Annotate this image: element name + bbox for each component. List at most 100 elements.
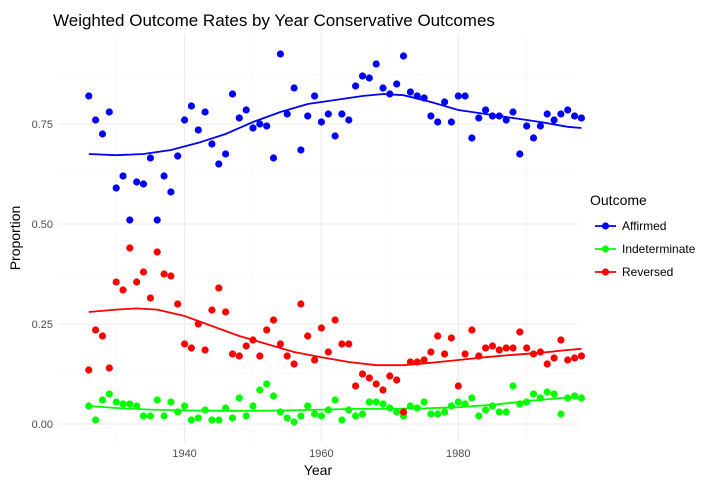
indeterminate-point — [509, 382, 517, 390]
affirmed-point — [153, 216, 161, 224]
affirmed-point — [256, 120, 264, 128]
affirmed-point — [413, 92, 421, 100]
affirmed-point — [249, 124, 257, 132]
reversed-point — [167, 272, 175, 280]
reversed-point — [468, 326, 476, 334]
affirmed-point — [304, 112, 312, 120]
legend-key-reversed-point — [601, 268, 610, 276]
indeterminate-point — [153, 396, 161, 404]
chart-title: Weighted Outcome Rates by Year Conservat… — [53, 11, 495, 30]
affirmed-point — [338, 110, 346, 118]
indeterminate-point — [482, 406, 490, 414]
affirmed-point — [222, 150, 230, 158]
affirmed-point — [345, 116, 353, 124]
affirmed-point — [536, 122, 545, 130]
legend-key-indeterminate-point — [601, 245, 610, 253]
reversed-point — [536, 348, 545, 356]
indeterminate-point — [536, 394, 545, 402]
reversed-point — [249, 336, 257, 344]
reversed-point — [290, 360, 298, 368]
indeterminate-point — [529, 390, 538, 398]
affirmed-point — [215, 160, 223, 168]
indeterminate-point — [434, 410, 442, 418]
affirmed-point — [181, 116, 189, 124]
reversed-point — [461, 350, 469, 358]
affirmed-point — [571, 112, 579, 120]
reversed-point — [427, 348, 435, 356]
affirmed-point — [194, 126, 202, 134]
reversed-point — [174, 300, 182, 308]
legend-title: Outcome — [590, 192, 647, 208]
indeterminate-point — [516, 400, 524, 408]
indeterminate-point — [345, 406, 353, 414]
reversed-point — [263, 326, 271, 334]
affirmed-point — [317, 118, 325, 126]
legend: Outcome Affirmed Indeterminate Reversed — [590, 192, 696, 279]
x-tick-label: 1980 — [446, 448, 470, 460]
reversed-point — [475, 352, 483, 360]
affirmed-point — [550, 116, 558, 124]
indeterminate-point — [324, 406, 332, 414]
y-tick-label: 0.75 — [32, 119, 53, 131]
reversed-point — [222, 308, 230, 316]
indeterminate-point — [502, 408, 510, 416]
reversed-point — [133, 278, 141, 286]
affirmed-point — [564, 106, 572, 114]
affirmed-point — [495, 112, 503, 120]
indeterminate-point — [222, 404, 230, 412]
affirmed-point — [502, 116, 510, 124]
indeterminate-point — [338, 416, 346, 424]
indeterminate-point — [304, 402, 312, 410]
indeterminate-point — [174, 408, 182, 416]
indeterminate-point — [119, 400, 127, 408]
plot-points — [85, 50, 586, 426]
x-ticks: 1940 1960 1980 — [172, 448, 470, 460]
reversed-point — [194, 320, 202, 328]
affirmed-point — [242, 106, 250, 114]
affirmed-point — [174, 152, 182, 160]
indeterminate-point — [352, 412, 360, 420]
reversed-point — [516, 328, 524, 336]
affirmed-point — [365, 74, 373, 82]
reversed-point — [420, 356, 428, 364]
reversed-point — [338, 340, 346, 348]
indeterminate-point — [406, 402, 414, 410]
reversed-point — [139, 268, 148, 276]
reversed-point — [564, 356, 572, 364]
indeterminate-point — [276, 408, 284, 416]
reversed-point — [406, 358, 414, 366]
affirmed-point — [420, 94, 428, 102]
reversed-point — [235, 352, 243, 360]
affirmed-point — [454, 92, 462, 100]
affirmed-point — [208, 140, 216, 148]
y-axis-title: Proportion — [7, 206, 23, 271]
indeterminate-point — [139, 412, 148, 420]
affirmed-point — [358, 72, 367, 80]
y-tick-label: 0.50 — [32, 219, 53, 231]
affirmed-point — [269, 154, 278, 162]
reversed-point — [215, 284, 223, 292]
indeterminate-point — [523, 398, 531, 406]
indeterminate-point — [160, 412, 168, 420]
reversed-point — [283, 352, 291, 360]
affirmed-point — [297, 146, 305, 154]
reversed-point — [228, 350, 237, 358]
affirmed-point — [461, 92, 469, 100]
indeterminate-point — [92, 416, 100, 424]
reversed-point — [557, 336, 565, 344]
affirmed-point — [98, 130, 107, 138]
reversed-point — [379, 386, 387, 394]
reversed-point — [105, 364, 113, 372]
indeterminate-point — [105, 390, 113, 398]
indeterminate-point — [365, 398, 373, 406]
indeterminate-point — [358, 410, 367, 418]
reversed-point — [358, 370, 367, 378]
affirmed-point — [146, 154, 154, 162]
reversed-point — [447, 334, 455, 342]
reversed-point — [550, 354, 558, 362]
affirmed-point — [509, 108, 517, 116]
affirmed-point — [119, 172, 127, 180]
indeterminate-point — [187, 416, 195, 424]
reversed-point — [324, 348, 332, 356]
indeterminate-point — [386, 404, 394, 412]
